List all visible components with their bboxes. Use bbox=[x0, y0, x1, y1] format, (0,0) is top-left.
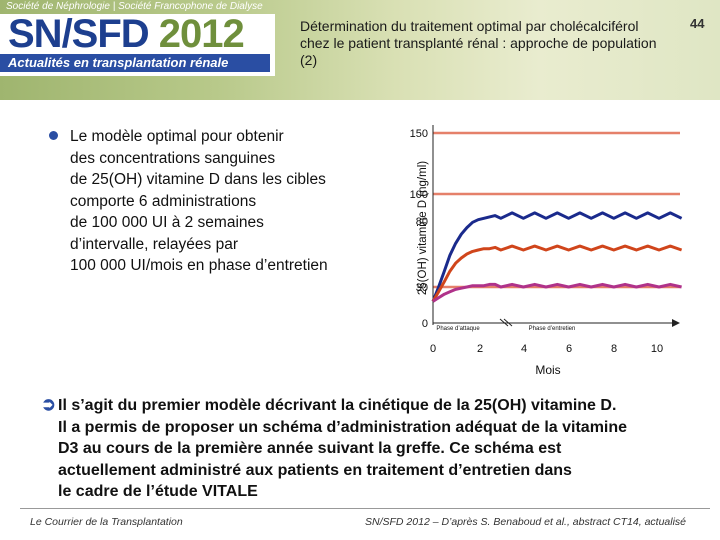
x-tick-label: 10 bbox=[651, 343, 663, 355]
x-axis-arrow bbox=[672, 319, 680, 327]
x-tick-label: 2 bbox=[477, 343, 483, 355]
phase-separator bbox=[499, 318, 509, 327]
series-line-1 bbox=[431, 211, 683, 302]
y-tick-label: 80 bbox=[416, 216, 428, 228]
series-line-3 bbox=[432, 282, 682, 303]
phase-label-attack: Phase d’attaque bbox=[436, 326, 480, 332]
conclusion-text: Il s’agit du premier modèle décrivant la… bbox=[58, 397, 628, 500]
footer-source: Le Courrier de la Transplantation bbox=[30, 516, 183, 528]
slide-title: Détermination du traitement optimal par … bbox=[300, 18, 657, 68]
x-tick-label: 0 bbox=[430, 343, 436, 355]
bullet-text: Le modèle optimal pour obtenir des conce… bbox=[70, 128, 328, 274]
footer-divider bbox=[20, 508, 710, 509]
page-number: 44 bbox=[690, 16, 705, 31]
header-banner: Société de Néphrologie | Société Francop… bbox=[0, 0, 720, 100]
x-tick-label: 4 bbox=[521, 343, 527, 355]
x-axis-label: Mois bbox=[535, 363, 560, 377]
phase-label-maintenance: Phase d’entretien bbox=[529, 326, 576, 332]
y-tick-label: 100 bbox=[410, 189, 428, 201]
footer-reference: SN/SFD 2012 – D’après S. Benaboud et al.… bbox=[365, 516, 687, 528]
logo-part1: SN/SFD bbox=[8, 12, 150, 56]
chart-y-axis-label: 25(OH) vitamine D (ng/ml) bbox=[417, 160, 429, 296]
tagline: Actualités en transplantation rénale bbox=[0, 54, 270, 72]
x-tick-label: 8 bbox=[611, 343, 617, 355]
y-tick-label: 150 bbox=[410, 128, 428, 140]
series-line-2 bbox=[431, 244, 683, 303]
society-name: Société de Néphrologie | Société Francop… bbox=[6, 1, 263, 12]
arrow-right-icon: ➲ bbox=[41, 394, 57, 414]
y-tick-label: 30 bbox=[416, 282, 428, 294]
congress-logo: SN/SFD 2012 bbox=[8, 12, 245, 56]
bullet-icon bbox=[49, 131, 58, 140]
phase-separator bbox=[503, 318, 513, 327]
y-tick-label: 0 bbox=[422, 318, 428, 330]
x-tick-label: 6 bbox=[566, 343, 572, 355]
logo-part2: 2012 bbox=[148, 12, 245, 56]
